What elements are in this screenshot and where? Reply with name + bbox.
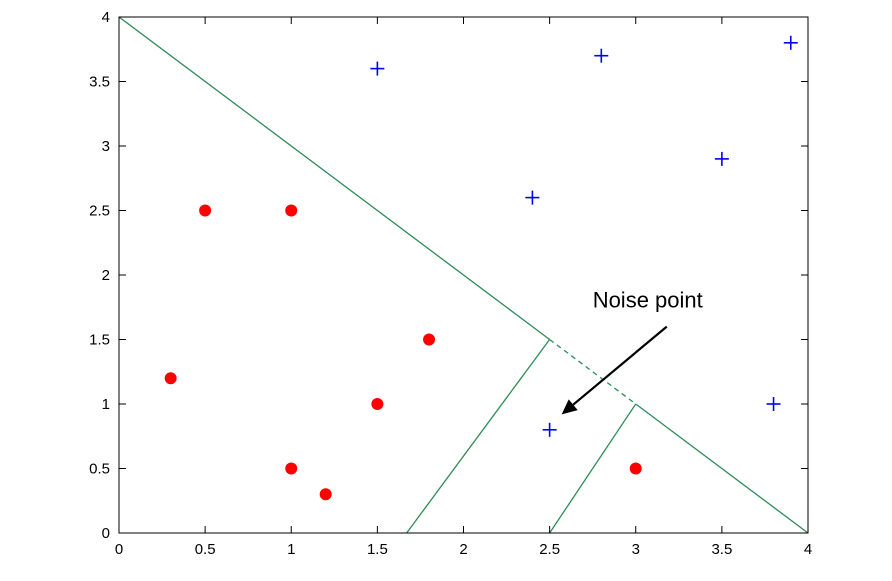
red-point-5 — [319, 488, 332, 501]
red-point-2 — [199, 204, 212, 217]
red-point-8 — [629, 462, 642, 475]
noise-annotation: Noise point — [561, 287, 703, 415]
x-tick-label-5: 2.5 — [539, 541, 560, 558]
red-point-6 — [371, 398, 384, 410]
y-tick-label-7: 3.5 — [89, 74, 110, 91]
boundary-line-1 — [118, 16, 551, 341]
x-tick-label-4: 2 — [459, 541, 467, 558]
blue-plus-point-3 — [594, 48, 609, 63]
blue-plus-point-1 — [370, 61, 385, 76]
y-tick-label-6: 3 — [102, 138, 110, 155]
data-points — [164, 35, 798, 501]
blue-plus-point-7 — [542, 422, 557, 437]
x-tick-label-8: 4 — [804, 541, 812, 558]
x-tick-label-6: 3 — [632, 541, 640, 558]
boundary-line-2 — [549, 338, 637, 405]
noise-point-label: Noise point — [593, 287, 703, 312]
arrow-shaft — [572, 325, 668, 406]
red-point-4 — [285, 462, 298, 475]
arrow-head — [561, 399, 578, 415]
blue-plus-point-5 — [783, 35, 798, 50]
boundary-line-4 — [406, 339, 551, 534]
red-point-7 — [423, 333, 436, 346]
decision-boundaries — [118, 16, 809, 534]
boundary-line-3 — [635, 403, 809, 534]
blue-plus-point-2 — [525, 190, 540, 205]
x-tick-label-2: 1 — [287, 541, 295, 558]
y-tick-label-1: 0.5 — [89, 461, 110, 478]
blue-plus-point-6 — [766, 397, 781, 411]
red-point-3 — [285, 204, 298, 217]
x-tick-label-0: 0 — [115, 541, 123, 558]
y-tick-label-3: 1.5 — [89, 332, 110, 349]
y-tick-label-8: 4 — [102, 9, 110, 26]
y-tick-label-0: 0 — [102, 525, 110, 542]
blue-plus-point-4 — [714, 151, 729, 166]
y-tick-label-5: 2.5 — [89, 203, 110, 220]
x-tick-label-3: 1.5 — [367, 541, 388, 558]
x-tick-label-1: 0.5 — [195, 541, 216, 558]
y-tick-label-2: 1 — [102, 396, 110, 413]
red-point-1 — [164, 372, 177, 385]
boundary-line-5 — [549, 403, 637, 534]
y-tick-label-4: 2 — [102, 267, 110, 284]
x-tick-label-7: 3.5 — [711, 541, 732, 558]
axes: 0 0.5 1 1.5 2 2.5 3 3.5 4 0 0.5 1 1.5 2 2.5 3 3.5 4 — [89, 9, 812, 558]
